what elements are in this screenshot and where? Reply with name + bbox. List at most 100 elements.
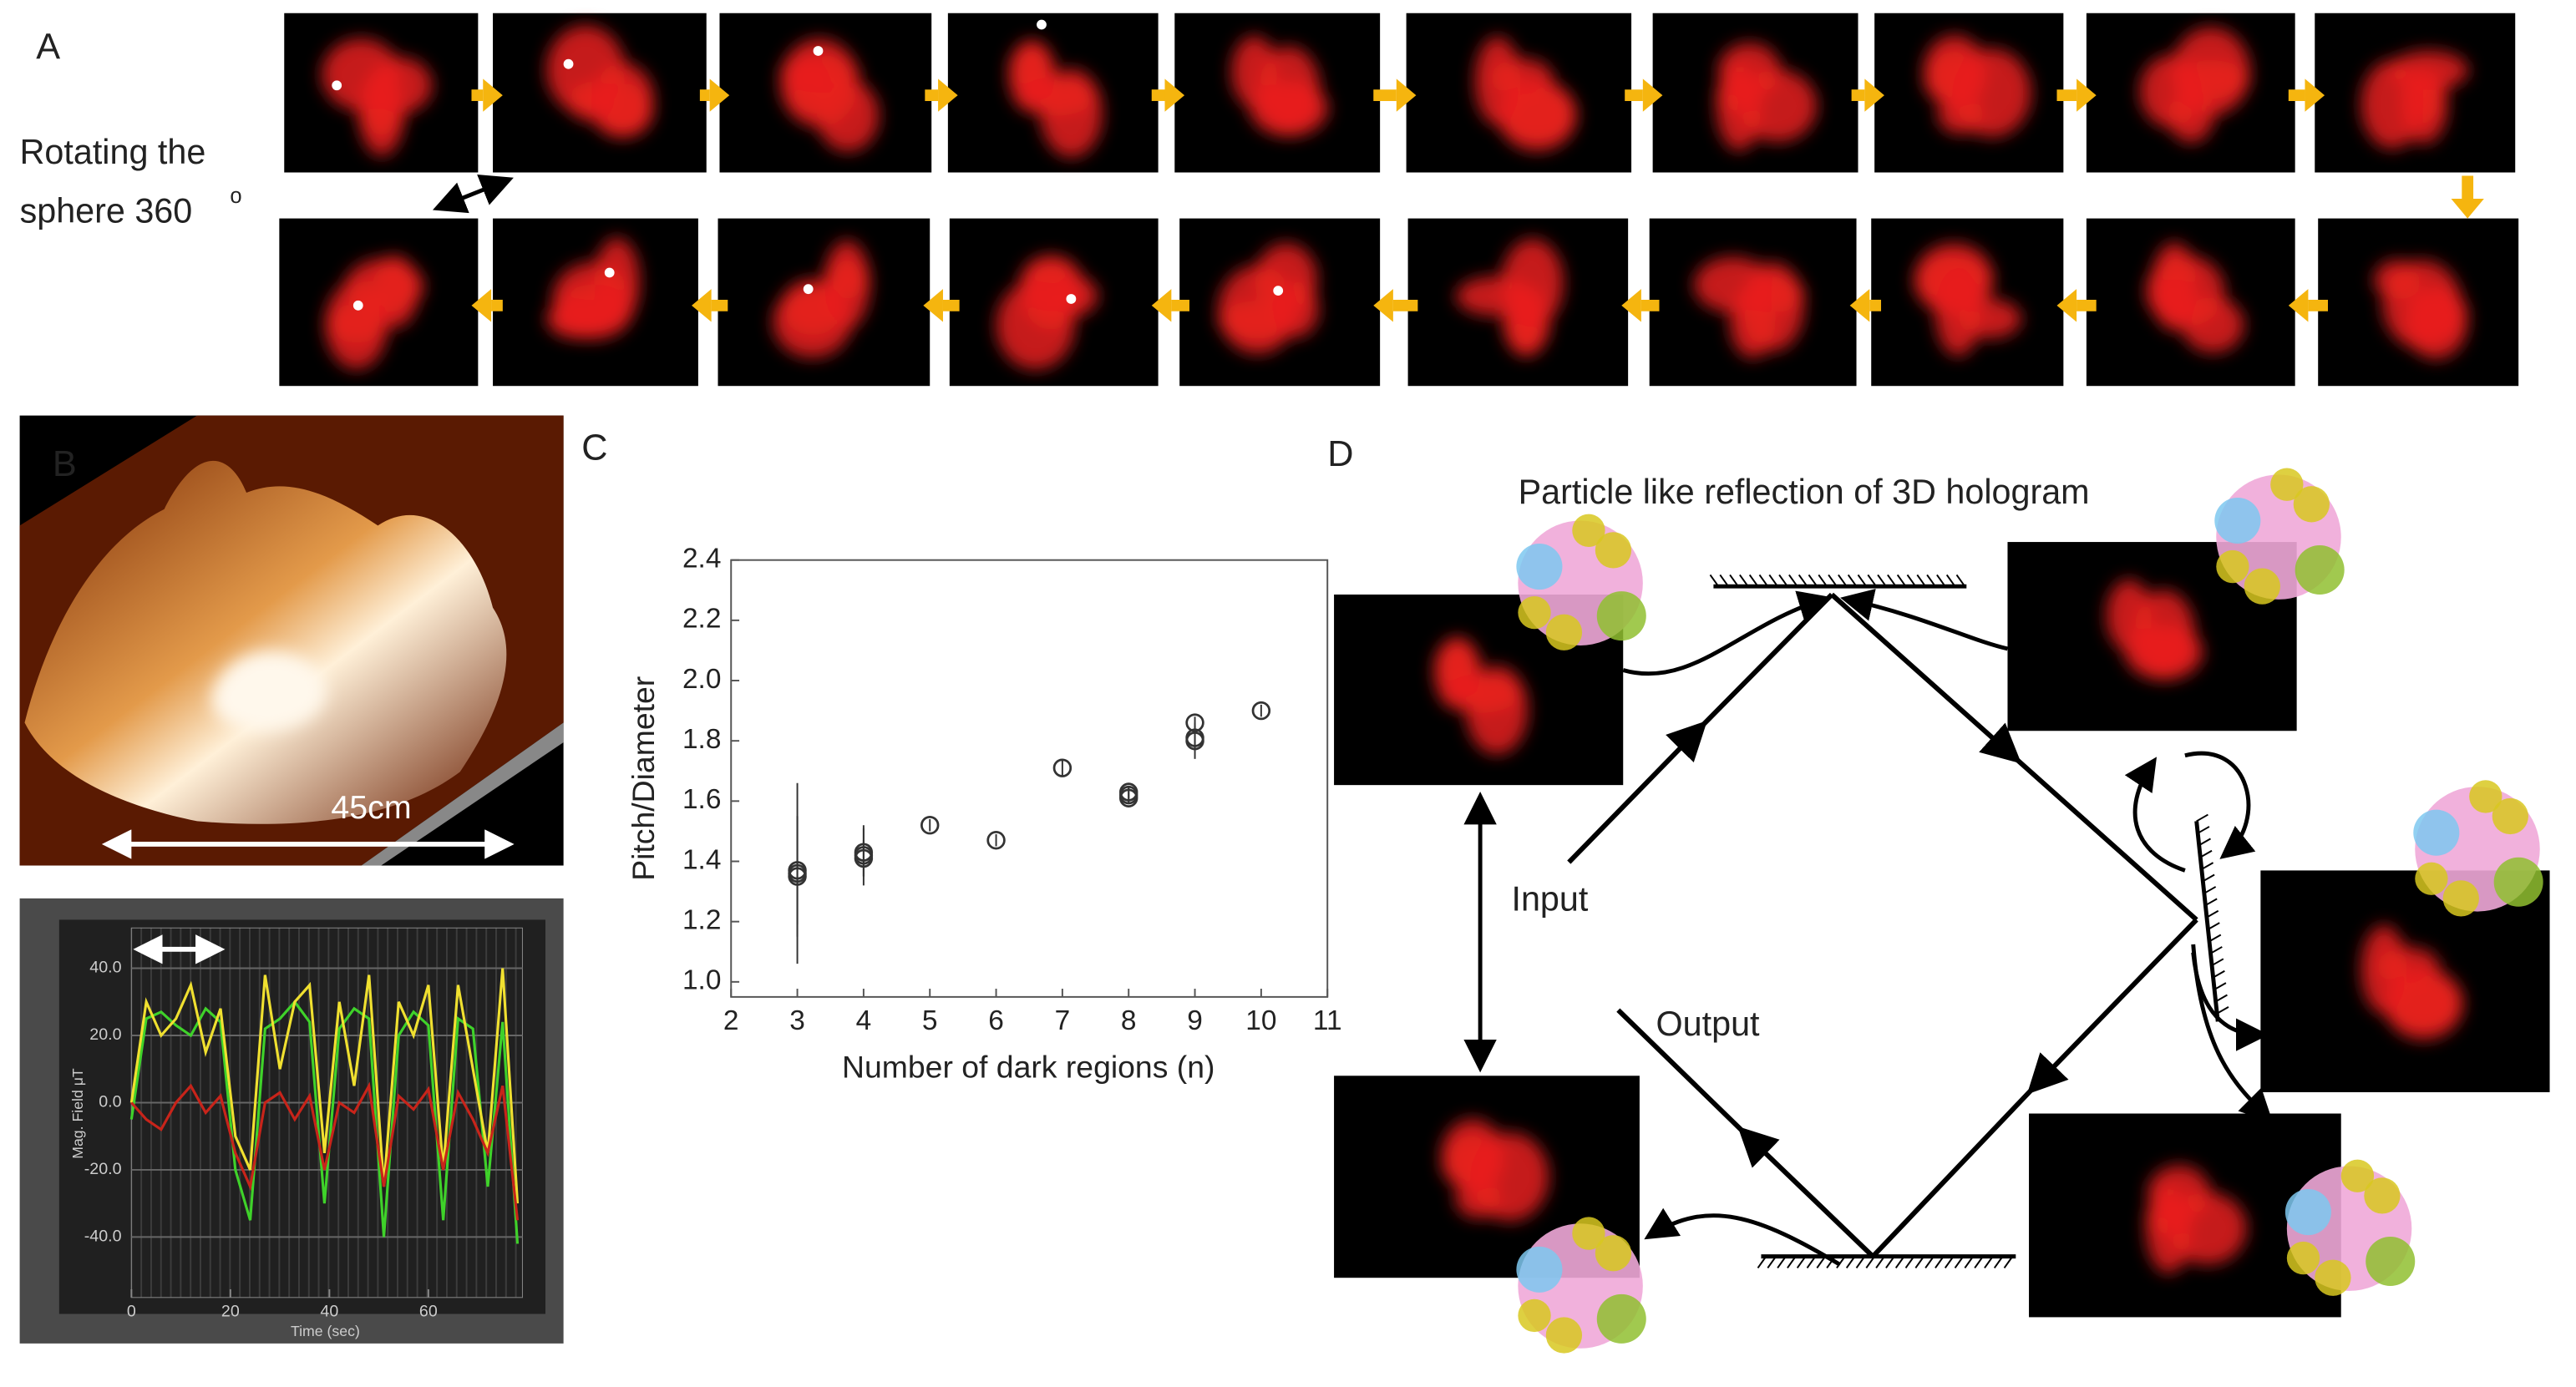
y-tick-label: -40.0	[84, 1228, 122, 1246]
caption: Rotating the	[20, 133, 206, 171]
blob	[1914, 243, 2022, 357]
blob	[322, 38, 433, 157]
hatch	[2213, 969, 2225, 979]
y-tick-label: 2.4	[682, 544, 721, 575]
loop-arrow	[2184, 751, 2256, 859]
hatch	[1906, 574, 1917, 587]
hatch	[1936, 574, 1946, 587]
curve-arrow	[2191, 944, 2274, 1123]
hatch	[2198, 838, 2211, 847]
hatch	[1719, 574, 1729, 587]
hatch	[1885, 1256, 1895, 1268]
curve-arrow	[1622, 590, 1832, 676]
marker-dot	[1273, 286, 1284, 296]
blob-part	[1441, 1134, 1504, 1191]
orange-arrow-head	[2451, 198, 2484, 219]
x-tick-label: 4	[856, 1005, 872, 1036]
sphere-ball	[1596, 1293, 1646, 1344]
beam	[1616, 1008, 1875, 1258]
layout	[19, 13, 2550, 1354]
hatch	[1758, 574, 1769, 587]
orange-arrow-head	[483, 78, 503, 112]
blob	[1693, 256, 1805, 358]
sphere-ball	[1595, 532, 1632, 569]
y-tick-label: 2.0	[682, 664, 721, 695]
hatch	[2215, 994, 2228, 1003]
point	[788, 867, 807, 886]
hatch	[1816, 1256, 1826, 1268]
hatch	[1955, 574, 1966, 587]
sphere-ball	[1595, 1235, 1632, 1272]
x-tick-label: 2	[723, 1005, 739, 1036]
hatch	[1896, 574, 1907, 587]
blob-part	[325, 281, 388, 370]
point	[1251, 701, 1271, 721]
sphere-ball	[1572, 514, 1605, 547]
blob-part	[553, 283, 632, 340]
panel-label: C	[581, 428, 607, 468]
y-tick-label: 1.2	[682, 904, 721, 935]
blob-part	[1504, 296, 1550, 353]
y-tick-label: -20.0	[84, 1160, 122, 1178]
orange-arrow-head	[1373, 289, 1393, 322]
blob	[545, 237, 641, 340]
blob	[2360, 924, 2463, 1040]
blob-part	[1959, 299, 2022, 339]
blob	[1474, 36, 1577, 152]
scale-label: 45cm	[331, 789, 411, 826]
blob-part	[1742, 262, 1804, 352]
y-tick-label: 1.8	[682, 724, 721, 755]
plot-frame	[730, 559, 1329, 998]
point	[986, 831, 1006, 850]
hatch	[1916, 574, 1926, 587]
surface	[24, 460, 507, 824]
blob	[779, 38, 880, 152]
caption-sup: o	[230, 185, 241, 208]
beam	[1567, 592, 1834, 864]
sphere-ball	[2413, 809, 2460, 856]
blob	[325, 255, 424, 370]
blob	[1218, 243, 1319, 355]
hatch	[1806, 1256, 1817, 1268]
hatch	[1777, 1256, 1787, 1268]
sphere-ball	[1572, 1217, 1605, 1250]
hatch	[2204, 898, 2218, 907]
mirror	[2194, 821, 2220, 1022]
hatch	[2196, 813, 2208, 823]
sphere-ball	[2442, 880, 2479, 917]
marker-dot	[563, 58, 574, 69]
hatch	[1748, 574, 1759, 587]
hatch	[1954, 1256, 1965, 1268]
sphere-ball	[2244, 568, 2280, 605]
sphere-ball	[2340, 1159, 2375, 1192]
sphere-ball	[2366, 1237, 2416, 1287]
sphere-ball	[2286, 1241, 2320, 1275]
sphere-ball	[2415, 862, 2448, 895]
sphere-ball	[1516, 544, 1563, 590]
hatch	[1739, 574, 1749, 587]
x-axis-label: Time (sec)	[291, 1323, 360, 1339]
sphere-ball	[1518, 1298, 1551, 1333]
blob-part	[824, 240, 870, 329]
blob-part	[591, 82, 654, 139]
orange-arrow-head	[709, 78, 730, 112]
blob	[2106, 579, 2203, 681]
x-axis-label: Number of dark regions (n)	[842, 1049, 1214, 1084]
marker-dot	[604, 267, 615, 278]
hatch	[1818, 574, 1828, 587]
y-tick-label: 1.0	[682, 965, 721, 996]
sphere-ball	[2364, 1177, 2401, 1214]
blob	[2145, 242, 2244, 353]
blob-part	[2383, 974, 2463, 1031]
blob-part	[2132, 590, 2195, 679]
blob-part	[1716, 62, 1762, 151]
series-line	[130, 1081, 520, 1221]
marker-dot	[813, 46, 824, 56]
sphere-ball	[2216, 549, 2249, 584]
hatch	[1767, 1256, 1777, 1268]
sphere-ball	[1516, 1246, 1563, 1293]
blob-part	[1257, 46, 1321, 135]
orange-arrow-head	[938, 78, 958, 112]
sphere-ball	[1596, 591, 1646, 641]
